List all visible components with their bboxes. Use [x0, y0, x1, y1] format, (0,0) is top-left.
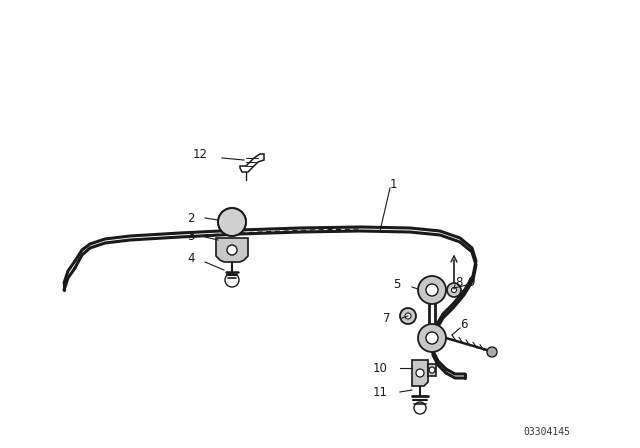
Text: 3: 3 — [188, 231, 195, 244]
Circle shape — [451, 288, 456, 293]
Circle shape — [405, 313, 411, 319]
Circle shape — [487, 347, 497, 357]
Text: 9: 9 — [467, 276, 474, 289]
Text: 7: 7 — [383, 311, 390, 324]
Circle shape — [426, 332, 438, 344]
Text: 03304145: 03304145 — [523, 427, 570, 437]
Text: 6: 6 — [460, 319, 467, 332]
Circle shape — [400, 308, 416, 324]
Polygon shape — [428, 364, 436, 376]
Circle shape — [429, 367, 435, 373]
Text: 1: 1 — [390, 178, 397, 191]
Circle shape — [418, 276, 446, 304]
Circle shape — [416, 369, 424, 377]
Circle shape — [227, 245, 237, 255]
Text: 4: 4 — [188, 251, 195, 264]
Text: 12: 12 — [193, 148, 208, 161]
Circle shape — [218, 208, 246, 236]
Text: 8: 8 — [455, 276, 462, 289]
Circle shape — [426, 284, 438, 296]
Text: 5: 5 — [392, 279, 400, 292]
Text: 10: 10 — [373, 362, 388, 375]
Text: 2: 2 — [188, 211, 195, 224]
Polygon shape — [216, 238, 248, 262]
Polygon shape — [412, 360, 428, 386]
Circle shape — [418, 324, 446, 352]
Text: 11: 11 — [373, 385, 388, 399]
Circle shape — [447, 283, 461, 297]
